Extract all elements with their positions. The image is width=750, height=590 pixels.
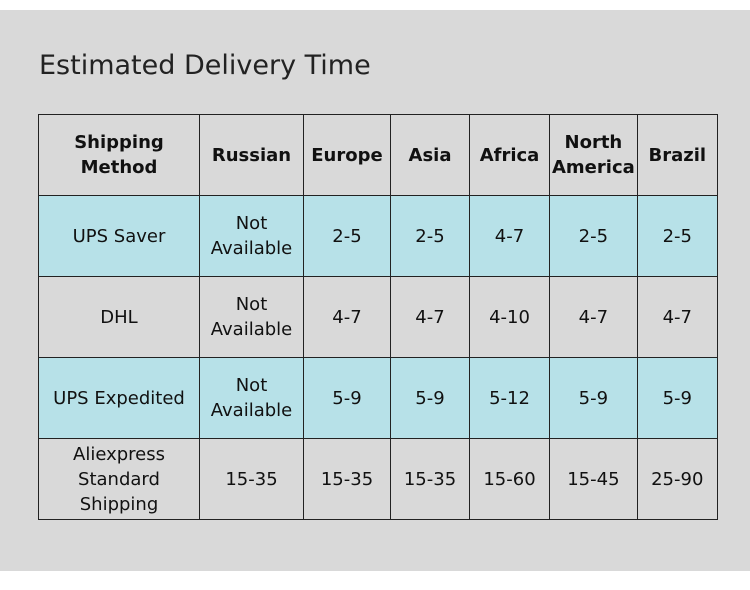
header-russian: Russian [199, 114, 304, 196]
europe-cell: 5-9 [303, 357, 391, 439]
north-america-cell: 15-45 [549, 438, 638, 520]
europe-cell: 15-35 [303, 438, 391, 520]
brazil-cell: 2-5 [636, 195, 718, 277]
europe-cell: 4-7 [303, 276, 391, 358]
asia-cell: 5-9 [390, 357, 470, 439]
table-row-ups-saver: UPS Saver Not Available 2-5 2-5 4-7 2-5 … [38, 195, 718, 277]
north-america-cell: 2-5 [549, 195, 638, 277]
brazil-cell: 5-9 [636, 357, 718, 439]
page-title: Estimated Delivery Time [39, 50, 371, 81]
asia-cell: 15-35 [390, 438, 470, 520]
table-row-aliexpress-standard: Aliexpress Standard Shipping 15-35 15-35… [38, 438, 718, 520]
header-north-america: North America [549, 114, 638, 196]
method-cell: UPS Expedited [38, 357, 200, 439]
header-brazil: Brazil [636, 114, 718, 196]
russian-cell: Not Available [199, 195, 304, 277]
delivery-time-table: Shipping Method Russian Europe Asia Afri… [38, 114, 718, 520]
russian-cell: Not Available [199, 276, 304, 358]
background-panel: Estimated Delivery Time Shipping Method … [0, 10, 750, 571]
method-cell: UPS Saver [38, 195, 200, 277]
header-shipping-method: Shipping Method [38, 114, 200, 196]
header-europe: Europe [303, 114, 391, 196]
africa-cell: 5-12 [469, 357, 550, 439]
header-row: Shipping Method Russian Europe Asia Afri… [38, 114, 718, 196]
africa-cell: 15-60 [469, 438, 550, 520]
brazil-cell: 4-7 [636, 276, 718, 358]
europe-cell: 2-5 [303, 195, 391, 277]
header-africa: Africa [469, 114, 550, 196]
header-asia: Asia [390, 114, 470, 196]
table-row-dhl: DHL Not Available 4-7 4-7 4-10 4-7 4-7 [38, 276, 718, 358]
russian-cell: 15-35 [199, 438, 304, 520]
russian-cell: Not Available [199, 357, 304, 439]
asia-cell: 4-7 [390, 276, 470, 358]
asia-cell: 2-5 [390, 195, 470, 277]
brazil-cell: 25-90 [636, 438, 718, 520]
africa-cell: 4-10 [469, 276, 550, 358]
method-cell: DHL [38, 276, 200, 358]
table-row-ups-expedited: UPS Expedited Not Available 5-9 5-9 5-12… [38, 357, 718, 439]
africa-cell: 4-7 [469, 195, 550, 277]
north-america-cell: 5-9 [549, 357, 638, 439]
north-america-cell: 4-7 [549, 276, 638, 358]
method-cell: Aliexpress Standard Shipping [38, 438, 200, 520]
